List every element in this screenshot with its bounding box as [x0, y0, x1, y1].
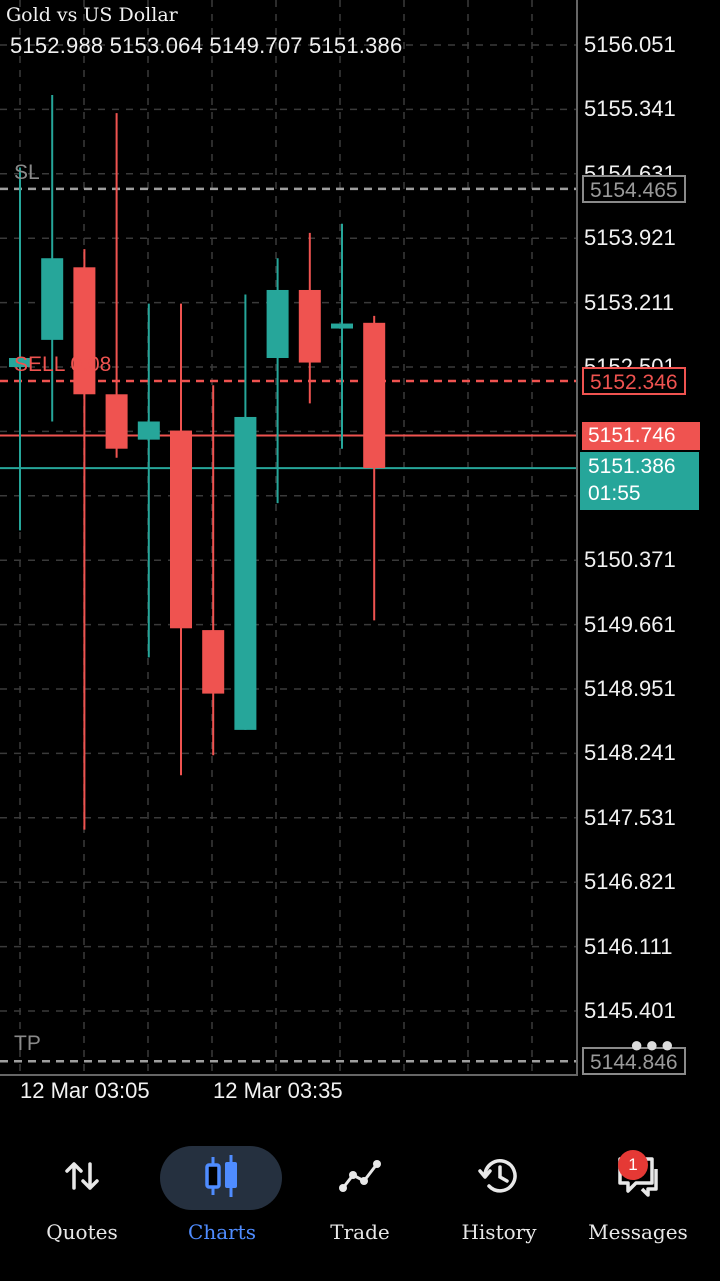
bottom-nav: Quotes Charts Trade History 1 Messages: [0, 1128, 720, 1281]
time-label: 12 Mar 03:05: [20, 1078, 150, 1103]
price-tick-label: 5147.531: [584, 804, 676, 830]
more-dots-icon[interactable]: ●●●: [630, 1032, 676, 1057]
bid-price: 5151.386: [588, 455, 676, 478]
bid-price-box: 5151.386 01:55: [580, 452, 699, 510]
price-tick-label: 5146.111: [584, 933, 673, 959]
price-tick-label: 5155.341: [584, 96, 676, 122]
nav-messages-label: Messages: [588, 1220, 688, 1244]
quotes-arrows-icon: [47, 1146, 117, 1206]
price-tick-label: 5145.401: [584, 997, 676, 1023]
trade-line-icon: [325, 1146, 395, 1206]
candle-body: [170, 430, 192, 629]
price-lines: [0, 187, 577, 1063]
nav-quotes-label: Quotes: [46, 1220, 118, 1244]
nav-quotes[interactable]: Quotes: [12, 1128, 152, 1268]
nav-charts-label: Charts: [188, 1220, 256, 1244]
price-tick-label: 5149.661: [584, 611, 676, 637]
candle-body: [363, 322, 386, 469]
symbol-title: Gold vs US Dollar: [6, 4, 178, 26]
ask-price-box: 5151.746: [582, 422, 700, 450]
candle-body: [298, 289, 321, 363]
price-tick-label: 5146.821: [584, 869, 676, 895]
candle-body: [331, 323, 353, 329]
price-tick-label: 5156.051: [584, 32, 676, 57]
candle-body: [202, 630, 225, 694]
candlestick-chart[interactable]: [0, 0, 720, 1080]
messages-icon: [603, 1146, 673, 1206]
candle-body: [41, 258, 64, 340]
price-tick-label: 5148.241: [584, 740, 676, 766]
history-clock-icon: [464, 1146, 534, 1206]
candle-body: [266, 289, 289, 359]
nav-trade-label: Trade: [330, 1220, 390, 1244]
sell-price-box: 5152.346: [582, 367, 686, 395]
candle-body: [105, 394, 128, 449]
price-tick-label: 5148.951: [584, 675, 676, 701]
nav-history[interactable]: History: [429, 1128, 569, 1268]
sell-line-label[interactable]: SELL 0.08: [14, 353, 112, 376]
tp-price-box: 5144.846: [582, 1047, 686, 1075]
bar-countdown: 01:55: [588, 482, 641, 505]
nav-charts[interactable]: Charts: [152, 1128, 292, 1268]
candle-body: [137, 421, 160, 440]
price-tick-label: 5150.371: [584, 547, 676, 573]
sl-line-label[interactable]: SL: [14, 161, 40, 184]
chart-area[interactable]: Gold vs US Dollar 5152.988 5153.064 5149…: [0, 0, 720, 1103]
candle-body: [73, 267, 96, 395]
candles: [9, 94, 386, 830]
candle-body: [234, 416, 257, 730]
price-tick-label: 5153.211: [584, 289, 675, 315]
candles-icon: [187, 1146, 257, 1206]
unread-badge: 1: [618, 1150, 648, 1180]
tp-line-label[interactable]: TP: [14, 1032, 41, 1055]
candle-body: [9, 358, 31, 368]
nav-history-label: History: [461, 1220, 537, 1244]
time-label: 12 Mar 03:35: [213, 1078, 343, 1103]
grid: [0, 0, 577, 1075]
sl-price-box: 5154.465: [582, 175, 686, 203]
nav-trade[interactable]: Trade: [290, 1128, 430, 1268]
nav-active-indicator: [160, 1146, 282, 1210]
price-tick-label: 5153.921: [584, 225, 676, 251]
nav-messages[interactable]: 1 Messages: [568, 1128, 708, 1268]
ohlc-values: 5152.988 5153.064 5149.707 5151.386: [10, 33, 403, 58]
